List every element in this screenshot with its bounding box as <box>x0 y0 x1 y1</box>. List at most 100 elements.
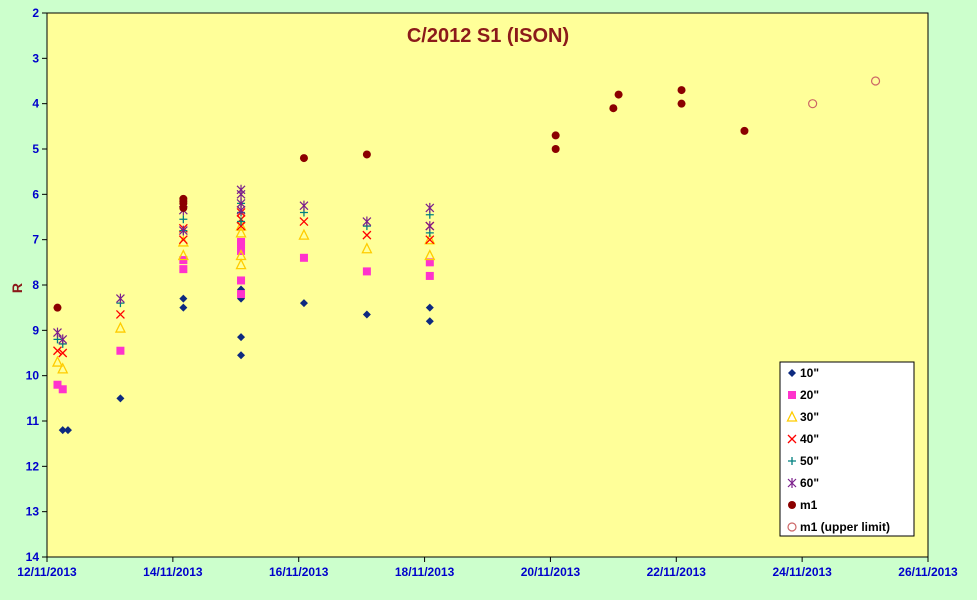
data-point <box>58 348 68 358</box>
data-point <box>116 394 125 403</box>
y-tick-label: 14 <box>26 550 40 564</box>
data-point <box>424 233 436 245</box>
y-tick-label: 9 <box>32 323 39 337</box>
x-tick-label: 26/11/2013 <box>898 565 958 579</box>
data-point <box>58 426 67 435</box>
data-point <box>299 217 309 226</box>
y-tick-label: 12 <box>26 459 40 473</box>
data-point <box>179 203 188 212</box>
x-tick-label: 20/11/2013 <box>521 565 581 579</box>
y-tick-label: 8 <box>32 278 39 292</box>
data-point <box>177 249 189 261</box>
data-point <box>551 131 560 140</box>
legend-marker <box>788 391 796 399</box>
y-tick-label: 10 <box>26 369 40 383</box>
data-point <box>116 346 125 355</box>
data-point <box>57 362 69 374</box>
data-point <box>236 205 246 216</box>
data-point <box>63 426 72 435</box>
x-axis-ticks: 12/11/2013 14/11/2013 16/11/2013 18/11/2013… <box>17 557 958 579</box>
data-point <box>362 216 372 227</box>
data-point <box>58 334 68 345</box>
data-point <box>53 327 62 338</box>
y-tick-label: 6 <box>32 187 39 201</box>
data-point <box>551 145 560 153</box>
data-point <box>425 258 434 267</box>
data-point <box>179 265 188 274</box>
data-point <box>236 189 246 200</box>
chart-title: C/2012 S1 (ISON) <box>407 25 569 47</box>
y-axis-label: R <box>9 283 25 293</box>
data-point <box>361 242 373 254</box>
data-point <box>179 294 188 303</box>
data-point <box>299 154 308 163</box>
y-tick-label: 2 <box>32 6 39 20</box>
data-point <box>870 76 881 86</box>
data-point <box>299 253 308 262</box>
data-point <box>237 333 246 342</box>
data-point <box>425 303 434 312</box>
y-tick-label: 3 <box>32 51 39 65</box>
data-point <box>808 99 818 109</box>
legend-marker <box>787 522 797 532</box>
legend-label: 50" <box>800 454 819 468</box>
data-point <box>237 240 246 249</box>
data-point <box>677 99 686 108</box>
y-tick-label: 11 <box>26 414 39 428</box>
data-point <box>425 202 435 213</box>
data-point <box>425 221 435 232</box>
data-point <box>362 310 371 319</box>
data-point <box>425 317 434 326</box>
data-point <box>236 221 246 231</box>
data-point <box>179 215 188 224</box>
data-point <box>425 271 434 280</box>
data-point <box>53 303 62 312</box>
data-point <box>299 200 309 211</box>
data-point <box>179 303 188 312</box>
data-point <box>299 299 308 308</box>
x-tick-label: 18/11/2013 <box>395 565 455 579</box>
data-point <box>237 217 246 226</box>
data-point <box>614 90 623 99</box>
legend-marker <box>788 369 796 377</box>
legend-marker <box>787 478 797 488</box>
x-tick-label: 14/11/2013 <box>143 565 203 579</box>
legend-box <box>779 361 915 537</box>
legend-label: m1 (upper limit) <box>800 520 890 534</box>
legend-label: 10" <box>800 366 819 380</box>
data-point <box>237 351 246 360</box>
data-point <box>237 290 246 299</box>
data-point <box>115 310 125 319</box>
data-point <box>425 235 435 245</box>
legend-marker <box>788 457 796 465</box>
x-tick-label: 24/11/2013 <box>772 565 832 579</box>
data-point <box>424 249 436 261</box>
data-point <box>362 150 371 159</box>
data-point <box>115 293 125 304</box>
y-tick-label: 7 <box>32 233 39 247</box>
data-point <box>237 276 246 285</box>
data-point <box>298 228 310 240</box>
legend-label: 20" <box>800 388 819 402</box>
data-point <box>51 355 64 367</box>
legend-label: 60" <box>800 476 819 490</box>
y-tick-label: 4 <box>32 97 39 111</box>
data-points <box>51 76 881 435</box>
data-point <box>53 346 62 356</box>
data-point <box>677 86 686 95</box>
y-axis-ticks: 2 3 4 5 6 7 8 9 10 11 12 13 14 <box>26 6 47 564</box>
x-tick-label: 12/11/2013 <box>17 565 77 579</box>
x-tick-label: 16/11/2013 <box>269 565 329 579</box>
legend-label: 40" <box>800 432 819 446</box>
x-tick-label: 22/11/2013 <box>647 565 707 579</box>
data-point <box>235 258 247 270</box>
data-point <box>362 267 371 276</box>
legend-marker <box>786 410 798 422</box>
data-point <box>178 235 188 245</box>
data-point <box>53 380 62 389</box>
legend: 10" 20" 30" 40" 50" 60" m1 m1 (upper limit) <box>779 361 915 537</box>
y-tick-label: 5 <box>32 142 39 156</box>
data-point <box>114 321 126 333</box>
data-point <box>609 104 618 113</box>
